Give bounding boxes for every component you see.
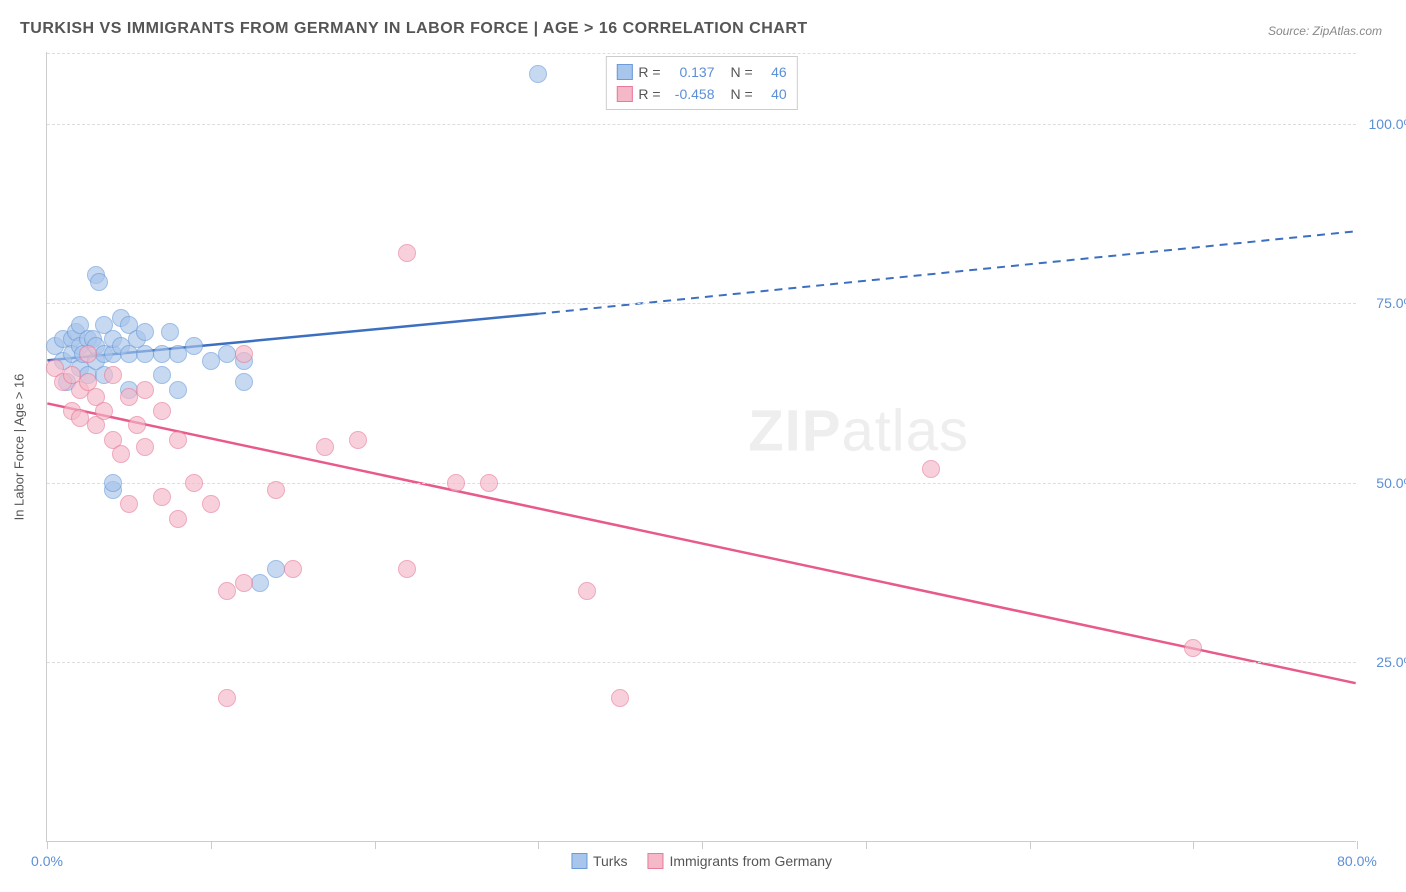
legend-row: R = 0.137 N = 46 bbox=[616, 61, 786, 83]
data-point bbox=[218, 345, 236, 363]
data-point bbox=[202, 352, 220, 370]
chart-container: TURKISH VS IMMIGRANTS FROM GERMANY IN LA… bbox=[0, 0, 1406, 892]
data-point bbox=[349, 431, 367, 449]
data-point bbox=[267, 560, 285, 578]
legend-swatch bbox=[616, 64, 632, 80]
data-point bbox=[447, 474, 465, 492]
data-point bbox=[169, 381, 187, 399]
data-point bbox=[185, 474, 203, 492]
x-tick-label: 0.0% bbox=[31, 853, 63, 869]
legend-row: R = -0.458 N = 40 bbox=[616, 83, 786, 105]
x-tick bbox=[47, 841, 48, 849]
data-point bbox=[529, 65, 547, 83]
data-point bbox=[235, 345, 253, 363]
data-point bbox=[153, 488, 171, 506]
source-label: Source: ZipAtlas.com bbox=[1268, 24, 1382, 38]
legend-swatch bbox=[647, 853, 663, 869]
data-point bbox=[235, 574, 253, 592]
data-point bbox=[169, 345, 187, 363]
data-point bbox=[169, 431, 187, 449]
legend-n-value: 46 bbox=[759, 64, 787, 80]
data-point bbox=[136, 323, 154, 341]
data-point bbox=[90, 273, 108, 291]
data-point bbox=[1184, 639, 1202, 657]
y-tick-label: 75.0% bbox=[1376, 295, 1406, 311]
legend-n-label: N = bbox=[731, 86, 753, 102]
correlation-legend: R = 0.137 N = 46 R = -0.458 N = 40 bbox=[605, 56, 797, 110]
data-point bbox=[120, 388, 138, 406]
data-point bbox=[120, 495, 138, 513]
data-point bbox=[161, 323, 179, 341]
data-point bbox=[153, 402, 171, 420]
data-point bbox=[284, 560, 302, 578]
legend-r-label: R = bbox=[638, 64, 660, 80]
data-point bbox=[398, 560, 416, 578]
legend-n-label: N = bbox=[731, 64, 753, 80]
y-tick-label: 25.0% bbox=[1376, 654, 1406, 670]
series-legend-item: Immigrants from Germany bbox=[647, 853, 832, 869]
trend-lines-svg bbox=[47, 52, 1356, 841]
y-tick-label: 50.0% bbox=[1376, 475, 1406, 491]
data-point bbox=[611, 689, 629, 707]
data-point bbox=[136, 438, 154, 456]
x-tick bbox=[375, 841, 376, 849]
x-tick bbox=[1193, 841, 1194, 849]
x-tick bbox=[702, 841, 703, 849]
trend-line-dashed bbox=[538, 231, 1356, 313]
data-point bbox=[128, 416, 146, 434]
data-point bbox=[398, 244, 416, 262]
legend-r-label: R = bbox=[638, 86, 660, 102]
data-point bbox=[218, 582, 236, 600]
x-tick bbox=[538, 841, 539, 849]
x-tick bbox=[1357, 841, 1358, 849]
data-point bbox=[112, 445, 130, 463]
data-point bbox=[153, 366, 171, 384]
data-point bbox=[578, 582, 596, 600]
data-point bbox=[153, 345, 171, 363]
data-point bbox=[79, 345, 97, 363]
data-point bbox=[169, 510, 187, 528]
watermark-light: atlas bbox=[841, 398, 969, 463]
watermark: ZIPatlas bbox=[748, 397, 969, 464]
x-tick bbox=[1030, 841, 1031, 849]
chart-title: TURKISH VS IMMIGRANTS FROM GERMANY IN LA… bbox=[20, 20, 808, 38]
data-point bbox=[267, 481, 285, 499]
legend-swatch bbox=[616, 86, 632, 102]
gridline bbox=[47, 303, 1356, 304]
trend-line bbox=[47, 403, 1355, 683]
x-tick bbox=[866, 841, 867, 849]
data-point bbox=[922, 460, 940, 478]
data-point bbox=[104, 474, 122, 492]
gridline bbox=[47, 53, 1356, 54]
data-point bbox=[202, 495, 220, 513]
legend-swatch bbox=[571, 853, 587, 869]
legend-r-value: -0.458 bbox=[667, 86, 715, 102]
series-legend: Turks Immigrants from Germany bbox=[571, 853, 832, 869]
data-point bbox=[136, 381, 154, 399]
data-point bbox=[95, 402, 113, 420]
data-point bbox=[251, 574, 269, 592]
x-tick-label: 80.0% bbox=[1337, 853, 1377, 869]
data-point bbox=[480, 474, 498, 492]
legend-n-value: 40 bbox=[759, 86, 787, 102]
data-point bbox=[235, 373, 253, 391]
data-point bbox=[185, 337, 203, 355]
data-point bbox=[136, 345, 154, 363]
y-axis-title: In Labor Force | Age > 16 bbox=[12, 373, 27, 520]
plot-area: In Labor Force | Age > 16 ZIPatlas R =0.… bbox=[46, 52, 1356, 842]
series-legend-label: Turks bbox=[593, 853, 627, 869]
y-tick-label: 100.0% bbox=[1369, 116, 1406, 132]
gridline bbox=[47, 662, 1356, 663]
data-point bbox=[316, 438, 334, 456]
data-point bbox=[71, 409, 89, 427]
watermark-bold: ZIP bbox=[748, 398, 841, 463]
data-point bbox=[218, 689, 236, 707]
gridline bbox=[47, 124, 1356, 125]
gridline bbox=[47, 483, 1356, 484]
legend-r-value: 0.137 bbox=[667, 64, 715, 80]
series-legend-item: Turks bbox=[571, 853, 627, 869]
data-point bbox=[104, 366, 122, 384]
series-legend-label: Immigrants from Germany bbox=[669, 853, 832, 869]
x-tick bbox=[211, 841, 212, 849]
